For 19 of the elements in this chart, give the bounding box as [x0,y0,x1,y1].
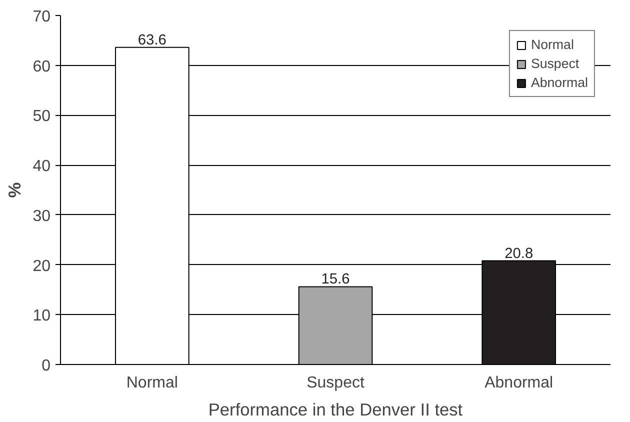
y-tick-label: 40 [32,158,51,176]
y-tick-label: 30 [32,208,51,225]
data-label: 15.6 [321,272,350,288]
y-tick-label: 20 [32,258,51,275]
y-tick-label: 50 [32,108,51,126]
legend-label: Normal [530,37,574,52]
data-label: 20.8 [504,246,534,262]
y-tick-label: 10 [32,308,51,325]
x-tick-label: Normal [126,374,178,392]
x-tick-label: Abnormal [484,374,554,392]
y-tick-label: 60 [32,58,51,76]
y-axis-title: % [4,182,25,198]
legend-label: Abnormal [530,75,588,90]
data-label: 63.6 [138,32,166,48]
x-tick-label: Suspect [306,374,365,392]
x-axis-title: Performance in the Denver II test [208,400,463,420]
y-tick-label: 0 [42,358,51,374]
legend-label: Suspect [530,56,580,71]
y-tick-label: 70 [32,8,51,26]
